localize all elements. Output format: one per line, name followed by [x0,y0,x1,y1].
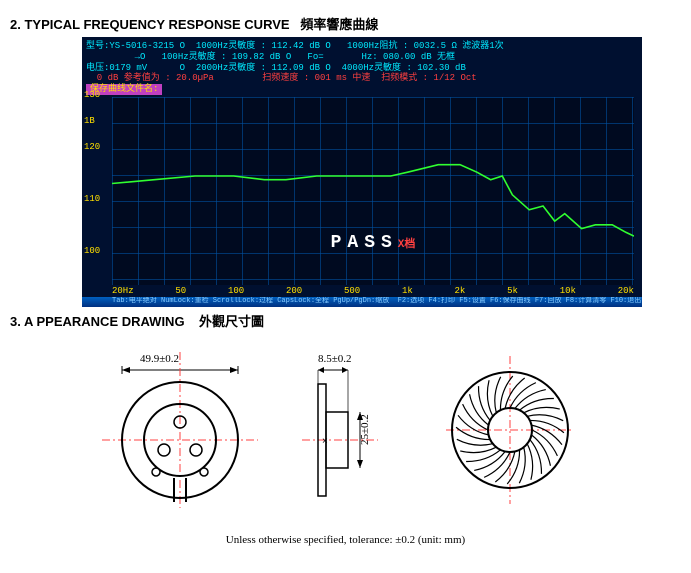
pass-indicator: PASSX档 [331,233,416,255]
analyzer-reference-line: 0 dB 参考值为 : 20.0µPa 扫频速度 : 001 ms 中速 扫频模… [82,73,642,84]
appearance-drawings: 49.9±0.2 8.5±0.2 25±0.2 [100,350,681,510]
section3-title-cn: 外觀尺寸圖 [199,314,264,329]
section2-title-cn: 頻率響應曲線 [300,17,378,32]
side-view-drawing: 8.5±0.2 25±0.2 × [300,350,400,510]
oblique-view-drawing [440,350,580,510]
section3-title-en: 3. A PPEARANCE DRAWING [10,314,185,329]
analyzer-footer-help: Tab:电平绝对 NumLock:重检 ScrollLock:过程 CapsLo… [82,297,642,307]
y-axis-labels: 1301B120110100390380 [84,91,100,307]
dim-thickness-label: 8.5±0.2 [318,353,352,365]
x-axis-labels: 20Hz501002005001k2k5k10k20k [112,286,634,297]
response-curve [112,97,634,285]
analyzer-header: 型号:YS-5016-3215 O 1000Hz灵敏度 : 112.42 dB … [82,37,642,73]
dim-outer-label: 49.9±0.2 [140,353,179,365]
section2-heading: 2. TYPICAL FREQUENCY RESPONSE CURVE 頻率響應… [10,14,681,33]
front-view-drawing: 49.9±0.2 [100,350,260,510]
section2-title-en: 2. TYPICAL FREQUENCY RESPONSE CURVE [10,17,290,32]
plot-area: PASSX档 [112,97,634,285]
svg-text:×: × [322,436,328,447]
frequency-response-analyzer: 型号:YS-5016-3215 O 1000Hz灵敏度 : 112.42 dB … [82,37,642,307]
section3-heading: 3. A PPEARANCE DRAWING 外觀尺寸圖 [10,311,681,330]
tolerance-note: Unless otherwise specified, tolerance: ±… [10,534,681,546]
